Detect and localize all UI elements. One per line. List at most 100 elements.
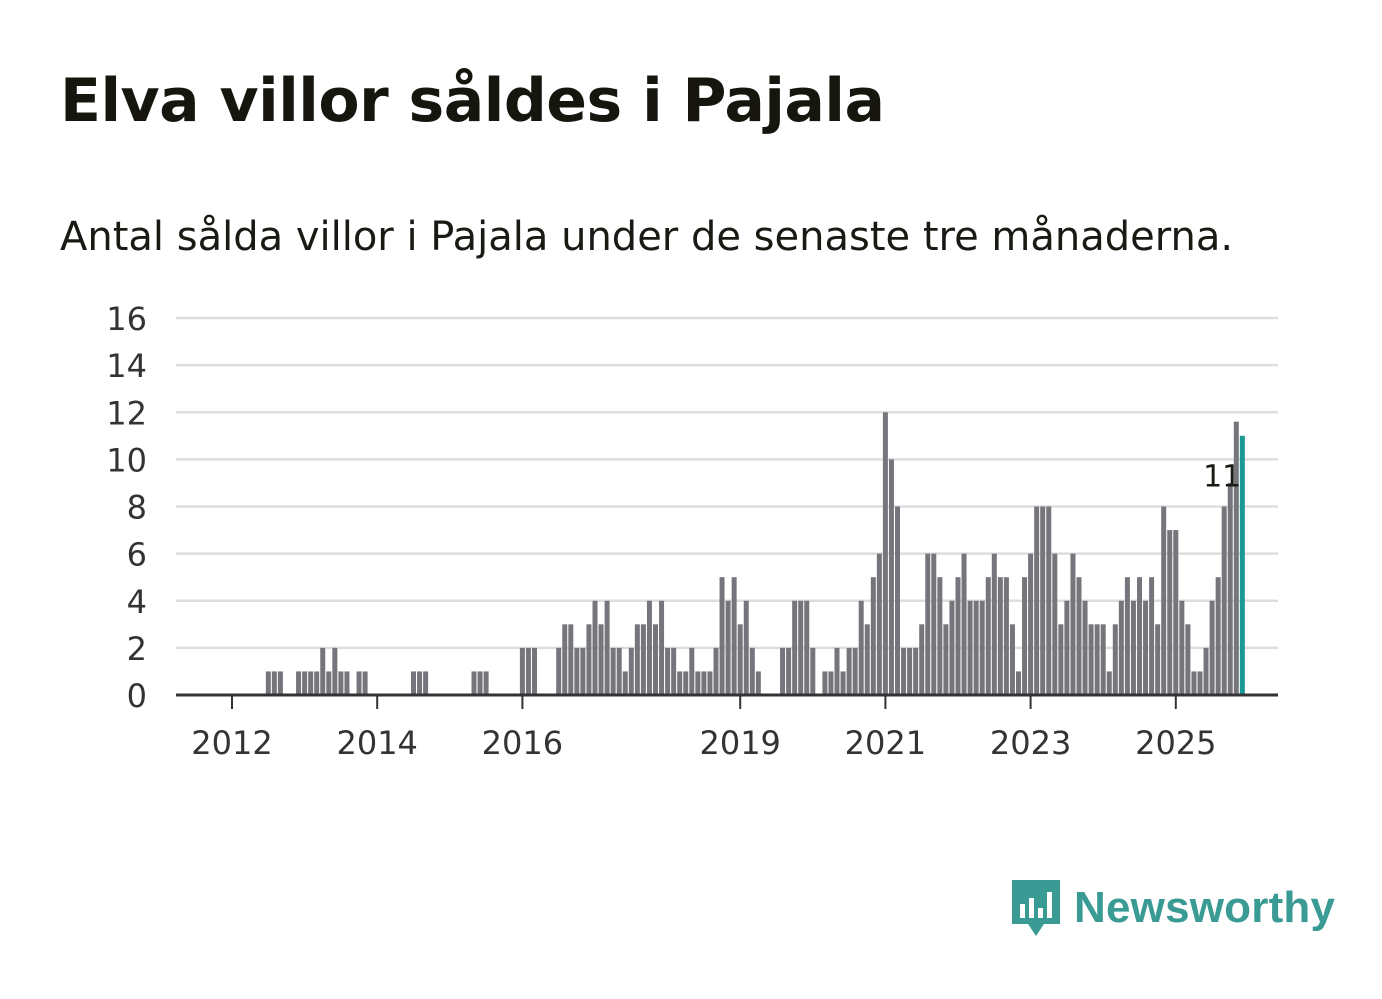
- y-tick-label: 2: [127, 630, 147, 668]
- bar: [907, 647, 913, 695]
- bar: [1040, 506, 1046, 695]
- bar: [1197, 671, 1203, 695]
- bar: [622, 671, 628, 695]
- bar: [344, 671, 350, 695]
- bar: [1185, 624, 1191, 695]
- y-axis-ticks: 0 2 4 6 8 10 12 14 16: [106, 300, 147, 715]
- bar: [265, 671, 271, 695]
- x-tick-label: 2014: [336, 724, 417, 762]
- bar: [1149, 577, 1155, 695]
- bar: [417, 671, 423, 695]
- x-tick-label: 2019: [699, 724, 780, 762]
- bar: [888, 459, 894, 695]
- bar: [332, 647, 338, 695]
- bar: [1191, 671, 1197, 695]
- bar: [308, 671, 314, 695]
- bar: [1161, 506, 1167, 695]
- bar: [556, 647, 562, 695]
- bar: [277, 671, 283, 695]
- bar: [683, 671, 689, 695]
- bar: [665, 647, 671, 695]
- bar: [1094, 624, 1100, 695]
- bar: [271, 671, 277, 695]
- bar: [828, 671, 834, 695]
- y-tick-label: 16: [106, 300, 147, 338]
- bar: [677, 671, 683, 695]
- bar: [1112, 624, 1118, 695]
- brand-name: Newsworthy: [1074, 883, 1336, 932]
- bar: [1179, 600, 1185, 695]
- annotations: 11: [1203, 460, 1241, 495]
- bar: [876, 553, 882, 695]
- bar: [1070, 553, 1076, 695]
- bars: [265, 412, 1245, 695]
- bar: [326, 671, 332, 695]
- bar: [604, 600, 610, 695]
- bar: [1082, 600, 1088, 695]
- last-value-label: 11: [1203, 460, 1241, 495]
- bar: [646, 600, 652, 695]
- bar: [562, 624, 568, 695]
- bar: [967, 600, 973, 695]
- bar: [743, 600, 749, 695]
- x-tick-label: 2023: [990, 724, 1071, 762]
- bar: [792, 600, 798, 695]
- bar: [1034, 506, 1040, 695]
- bar: [1016, 671, 1021, 695]
- bar: [592, 600, 598, 695]
- x-tick-label: 2021: [845, 724, 926, 762]
- bar: [991, 553, 997, 695]
- bar: [864, 624, 870, 695]
- x-tick-label: 2016: [482, 724, 563, 762]
- bar: [338, 671, 344, 695]
- bar: [1076, 577, 1082, 695]
- bar: [653, 624, 658, 695]
- bar: [1124, 577, 1130, 695]
- bar: [1155, 624, 1161, 695]
- bar: [713, 647, 719, 695]
- bar: [1118, 600, 1124, 695]
- bar: [671, 647, 677, 695]
- y-tick-label: 8: [127, 489, 147, 527]
- y-tick-label: 10: [106, 441, 147, 479]
- bar: [362, 671, 368, 695]
- bar: [1143, 600, 1149, 695]
- x-axis: 2012 2014 2016 2019 2021 2023 2025: [191, 695, 1217, 762]
- bar: [483, 671, 489, 695]
- bar: [780, 647, 786, 695]
- bar: [804, 600, 810, 695]
- bar: [423, 671, 429, 695]
- bar: [840, 671, 846, 695]
- bar: [580, 647, 586, 695]
- bar: [616, 647, 622, 695]
- bar: [786, 647, 792, 695]
- bar: [1046, 506, 1052, 695]
- bar: [1064, 600, 1070, 695]
- bar: [731, 577, 737, 695]
- bar: [949, 600, 955, 695]
- bar-highlight: [1239, 435, 1245, 695]
- bar: [973, 600, 979, 695]
- bar: [937, 577, 943, 695]
- bar: [913, 647, 919, 695]
- bar: [610, 647, 616, 695]
- bar: [1100, 624, 1106, 695]
- bar: [296, 671, 302, 695]
- x-tick-label: 2025: [1135, 724, 1216, 762]
- bar: [810, 647, 816, 695]
- newsworthy-logo-icon: [1012, 880, 1060, 936]
- bar: [695, 671, 701, 695]
- bar: [961, 553, 967, 695]
- bar: [919, 624, 925, 695]
- bar: [574, 647, 580, 695]
- bar: [1233, 421, 1239, 695]
- chart-subtitle: Antal sålda villor i Pajala under de sen…: [60, 214, 1234, 260]
- bar: [1022, 577, 1028, 695]
- bar: [1173, 530, 1179, 695]
- bar: [356, 671, 362, 695]
- y-tick-label: 0: [127, 677, 147, 715]
- bar: [737, 624, 743, 695]
- bar: [858, 600, 864, 695]
- bar: [640, 624, 646, 695]
- bar: [1137, 577, 1142, 695]
